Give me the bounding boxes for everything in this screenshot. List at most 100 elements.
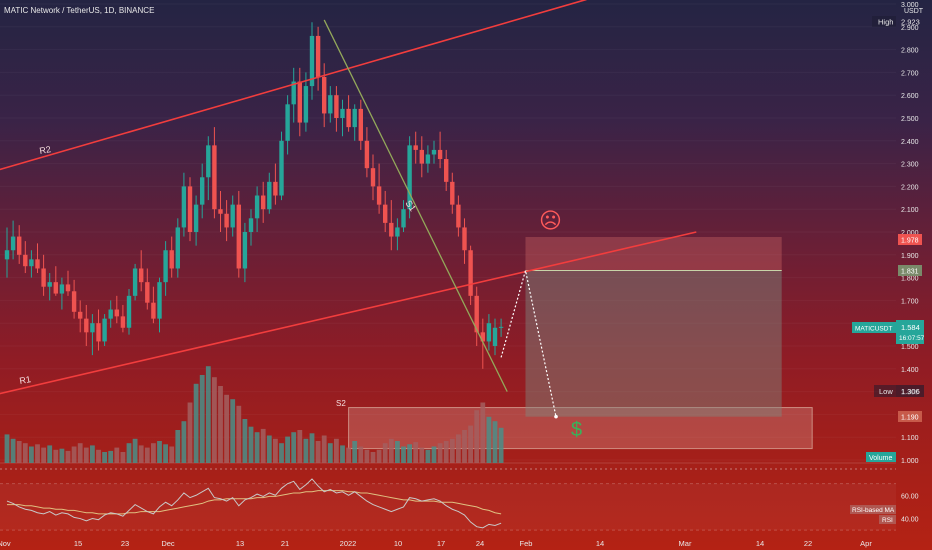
volume-bar — [248, 426, 254, 463]
volume-bar — [407, 444, 412, 463]
level-top-value: 1.978 — [901, 238, 919, 245]
candle-body — [102, 318, 107, 342]
time-tick-label: 22 — [804, 539, 812, 548]
volume-bar — [77, 443, 83, 463]
volume-bar — [29, 446, 34, 463]
candle-body — [273, 181, 278, 196]
volume-bar — [41, 447, 46, 463]
r1-trendline[interactable] — [0, 231, 697, 396]
candle-body — [480, 332, 485, 342]
volume-bar — [321, 435, 327, 463]
rsi-ma-line — [7, 490, 502, 515]
candle-body — [309, 35, 315, 87]
volume-bar — [468, 425, 473, 463]
candle-body — [401, 209, 406, 228]
price-tick-label: 2.900 — [901, 25, 919, 32]
time-tick-label: Dec — [161, 539, 175, 548]
volume-bar — [449, 438, 455, 463]
candle-body — [151, 302, 156, 319]
volume-bar — [144, 447, 150, 463]
rsi-ma-tag[interactable] — [850, 505, 896, 514]
candle-body — [59, 284, 65, 294]
volume-bar — [187, 402, 193, 463]
volume-bar — [340, 445, 345, 463]
s1-falling-line[interactable] — [323, 19, 508, 392]
zones-layer — [348, 237, 813, 450]
time-tick-label: 14 — [756, 539, 764, 548]
volume-bar — [132, 438, 138, 463]
candle-body — [370, 168, 376, 187]
volume-bar — [193, 383, 199, 463]
frown-icon: ☹ — [539, 208, 562, 233]
candle-body — [145, 282, 150, 303]
price-tick-label: 2.400 — [901, 139, 919, 146]
volume-bar — [291, 432, 297, 463]
volume-bar — [230, 399, 236, 463]
volume-bar — [205, 366, 211, 463]
dollar-icon: $ — [571, 419, 582, 441]
rsi-tag[interactable] — [879, 515, 896, 524]
candle-body — [376, 186, 382, 205]
ticker-countdown: 16:07:57 — [899, 335, 925, 342]
volume-bar — [413, 442, 419, 463]
price-tick-label: 2.600 — [901, 93, 919, 100]
volume-bar — [126, 443, 132, 463]
volume-bar — [71, 446, 77, 463]
candle-body — [450, 181, 455, 205]
reward-zone — [525, 270, 782, 417]
volume-bar — [480, 402, 486, 463]
projection-path[interactable] — [500, 270, 557, 417]
volume-bar — [462, 430, 467, 463]
candle-body — [303, 86, 309, 123]
volume-bar — [157, 441, 162, 463]
price-tick-label: 1.900 — [901, 253, 919, 260]
candle-body — [126, 295, 132, 328]
candle-body — [10, 236, 16, 251]
volume-bar — [108, 450, 114, 463]
volume-tag[interactable] — [866, 452, 896, 462]
candle-body — [498, 326, 504, 328]
volume-bar — [346, 447, 351, 463]
time-tick-label: Mar — [679, 539, 692, 548]
candle-body — [96, 323, 101, 342]
candle-body — [84, 318, 89, 333]
time-axis[interactable]: Nov 15 23 Dec 13 21 2022 10 17 24 Feb 14 Mar 14 22 Apr — [0, 539, 872, 548]
volume-bar — [273, 438, 278, 463]
candle-body — [346, 108, 351, 128]
candle-body — [297, 81, 302, 123]
trendlines-layer[interactable] — [0, 0, 697, 419]
candle-body — [218, 209, 223, 214]
candle-body — [462, 227, 467, 251]
price-tick-label: 1.700 — [901, 298, 919, 305]
price-tick-label: 2.200 — [901, 184, 919, 191]
candle-body — [35, 259, 40, 269]
candle-body — [431, 149, 437, 155]
rsi-ma-label: RSI-based MA — [852, 507, 895, 514]
s2-zone — [348, 407, 813, 450]
candle-body — [169, 250, 174, 269]
candle-body — [120, 316, 126, 328]
volume-bar — [102, 452, 107, 463]
candle-body — [47, 282, 52, 287]
candle-body — [242, 232, 248, 269]
time-tick-label: 10 — [394, 539, 402, 548]
volume-bar — [138, 445, 144, 463]
ticker-tag[interactable] — [852, 322, 896, 333]
symbol-title: MATIC Network / TetherUS, 1D, BINANCE — [4, 6, 154, 15]
volume-bar — [83, 447, 89, 463]
s2-label: S2 — [336, 399, 346, 408]
volume-bar — [16, 441, 22, 463]
price-tick-label: 1.500 — [901, 344, 919, 351]
volume-bar — [492, 421, 498, 463]
candle-body — [181, 186, 187, 228]
candle-body — [425, 154, 431, 164]
volume-bar — [297, 430, 303, 463]
r2-trendline[interactable] — [0, 0, 587, 173]
volume-bar — [334, 438, 339, 463]
level-top-tag — [898, 234, 922, 245]
candle-body — [364, 140, 370, 169]
candle-body — [139, 268, 144, 283]
candle-body — [212, 145, 217, 210]
volume-bar — [370, 452, 376, 463]
